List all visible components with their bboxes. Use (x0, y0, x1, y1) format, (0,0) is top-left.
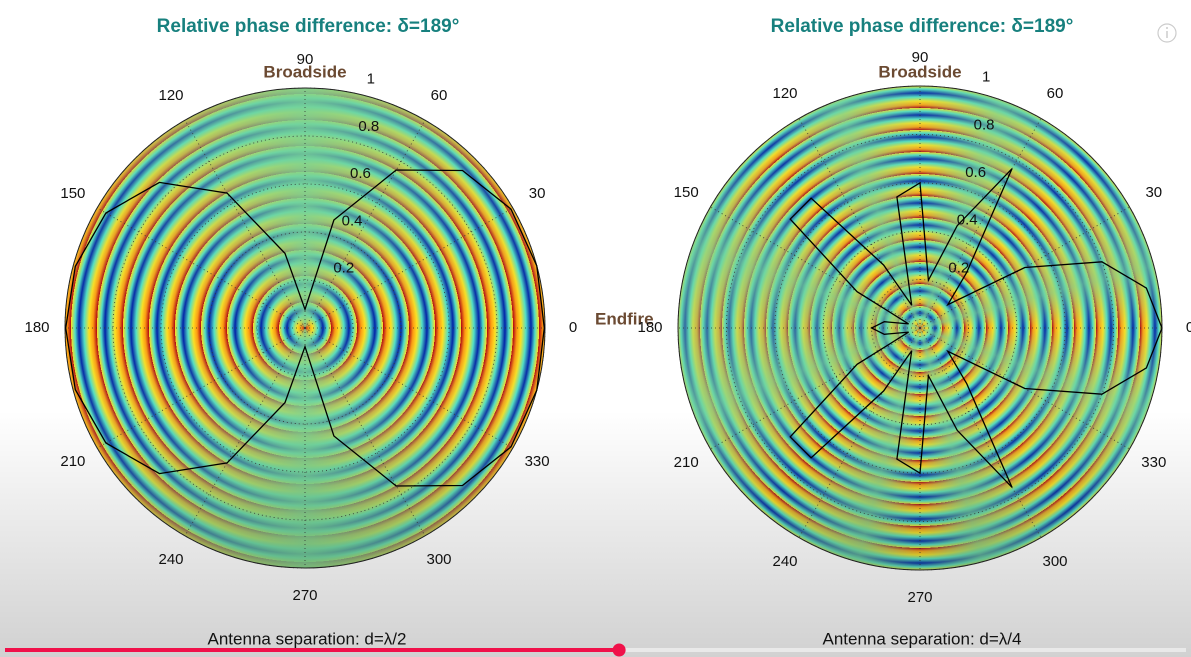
progress-knob[interactable] (612, 643, 626, 657)
theta-grid-line (304, 327, 514, 449)
r-tick-label: 0.2 (948, 259, 969, 276)
theta-tick-label: 90 (297, 51, 314, 68)
r-tick-label: 0.2 (333, 260, 354, 277)
theta-tick-label: 240 (772, 553, 797, 570)
theta-grid-line (919, 327, 1042, 538)
theta-tick-label: 330 (525, 453, 550, 470)
theta-tick-label: 180 (24, 319, 49, 336)
theta-tick-label: 30 (529, 185, 546, 202)
theta-tick-label: 210 (674, 454, 699, 471)
pattern-curve (789, 168, 1163, 488)
info-icon-dot (1166, 27, 1168, 29)
theta-tick-label: 30 (1145, 184, 1162, 201)
theta-grid-line (798, 327, 921, 538)
r-tick-label: 0.4 (957, 212, 978, 229)
theta-tick-label: 210 (60, 453, 85, 470)
caption: Antenna separation: d=λ/4 (823, 629, 1022, 648)
theta-grid-line (710, 206, 921, 329)
theta-tick-label: 300 (426, 551, 451, 568)
theta-grid-line (96, 327, 306, 449)
theta-tick-label: 180 (637, 319, 662, 336)
theta-grid-line (184, 327, 306, 537)
theta-tick-label: 120 (772, 85, 797, 102)
theta-grid-line (184, 119, 306, 329)
chart-title: Relative phase difference: δ=189° (771, 16, 1074, 37)
annotation: Endfire (595, 309, 654, 328)
theta-tick-label: 150 (60, 185, 85, 202)
theta-tick-label: 330 (1141, 454, 1166, 471)
theta-grid-line (304, 327, 426, 537)
chart-title: Relative phase difference: δ=189° (157, 16, 460, 37)
theta-tick-label: 90 (912, 49, 929, 66)
r-tick-label: 0.6 (350, 165, 371, 182)
theta-tick-label: 120 (158, 87, 183, 104)
r-tick-label: 0.8 (358, 118, 379, 135)
caption: Antenna separation: d=λ/2 (208, 629, 407, 648)
r-tick-label: 1 (367, 71, 375, 88)
pattern-curve (65, 169, 545, 487)
theta-tick-label: 60 (431, 87, 448, 104)
r-tick-label: 0.4 (342, 212, 363, 229)
r-tick-label: 0.6 (965, 164, 986, 181)
theta-tick-label: 0 (569, 319, 577, 336)
r-tick-label: 1 (982, 69, 990, 86)
r-grid-circle (774, 182, 1066, 474)
info-icon[interactable] (1157, 23, 1177, 43)
theta-tick-label: 150 (674, 184, 699, 201)
annotation: Broadside (263, 62, 346, 81)
theta-tick-label: 270 (292, 587, 317, 604)
theta-grid-line (304, 207, 514, 329)
plot-border (64, 87, 546, 569)
theta-grid-line (304, 119, 426, 329)
theta-tick-label: 300 (1042, 553, 1067, 570)
theta-tick-label: 0 (1186, 319, 1191, 336)
theta-tick-label: 270 (907, 589, 932, 606)
theta-grid-line (919, 118, 1042, 329)
theta-tick-label: 60 (1047, 85, 1064, 102)
theta-tick-label: 240 (158, 551, 183, 568)
theta-grid-line (96, 207, 306, 329)
theta-grid-line (798, 118, 921, 329)
annotation: Broadside (878, 62, 961, 81)
theta-grid-line (710, 327, 921, 450)
r-tick-label: 0.8 (974, 116, 995, 133)
field-pattern (678, 86, 1162, 570)
